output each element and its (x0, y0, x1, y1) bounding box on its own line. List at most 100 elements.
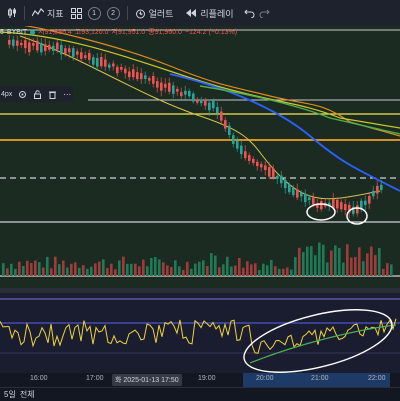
volume-bar (14, 268, 17, 276)
volume-bar (318, 242, 321, 276)
time-axis[interactable]: 16:00 17:00 19:00 20:00 21:00 22:00 화 20… (0, 373, 400, 387)
undo-button[interactable] (243, 8, 255, 18)
candle-body (316, 203, 319, 208)
candle-body (40, 42, 43, 53)
volume-bar (246, 261, 249, 276)
candle-body (132, 69, 135, 78)
volume-bar (278, 268, 281, 276)
replay-button[interactable]: 리플레이 (185, 7, 234, 20)
oscillator-pane[interactable] (0, 293, 400, 373)
volume-bar (366, 253, 369, 276)
oscillator-path (0, 318, 397, 354)
moving-averages (0, 26, 400, 200)
volume-bar (294, 257, 297, 276)
alert-label: 얼러트 (148, 8, 174, 19)
oscillator-canvas[interactable] (0, 293, 400, 373)
time-selection-highlight (243, 373, 390, 387)
indicators-label: 지표 (47, 8, 64, 19)
volume-bar (258, 269, 261, 276)
volume-bar (298, 247, 301, 276)
candle-body (108, 64, 111, 68)
market-status-dot (30, 29, 36, 35)
time-label: 22:00 (368, 375, 386, 382)
volume-bar (134, 263, 137, 276)
indicators-button[interactable]: 지표 (32, 7, 64, 20)
volume-bar (2, 263, 5, 276)
candle-body (244, 151, 247, 159)
candle-body (72, 48, 75, 57)
oscillator-trend-line (249, 324, 397, 364)
range-all-button[interactable]: 전체 (19, 390, 35, 399)
candle-body (204, 99, 207, 106)
trash-icon[interactable] (48, 90, 57, 99)
volume-bar (266, 265, 269, 276)
volume-bar (82, 265, 85, 276)
ma-yellow-line (0, 31, 400, 129)
price-chart[interactable] (0, 26, 400, 288)
candle-body (60, 45, 63, 55)
candle-body (240, 145, 243, 155)
candle-body (84, 55, 87, 58)
volume-bar (150, 257, 153, 276)
volume-bar (74, 262, 77, 276)
volume-bar (46, 256, 49, 276)
horizontal-levels (0, 29, 400, 277)
candle-body (128, 71, 131, 78)
volume-bar (286, 267, 289, 276)
ma-blue-line (169, 73, 400, 192)
highlight-ellipse (306, 203, 336, 221)
volume-bar (270, 259, 273, 276)
settings-icon[interactable] (18, 90, 27, 99)
volume-bar (94, 263, 97, 276)
candle-body (200, 99, 203, 104)
candle-body (288, 184, 291, 193)
redo-icon (259, 9, 270, 18)
line-width-label[interactable]: 4px (1, 90, 13, 98)
candle-body (136, 72, 139, 80)
candle-body (236, 140, 239, 149)
range-5d-button[interactable]: 5일 (4, 390, 16, 399)
candle-body (160, 82, 163, 91)
volume-bar (338, 247, 341, 276)
volume-bar (358, 247, 361, 276)
exchange-label[interactable]: BYBIT (6, 28, 28, 36)
candle-body (24, 40, 27, 49)
candle-body (184, 90, 187, 95)
volume-bar (10, 263, 13, 276)
candle-body (144, 75, 147, 79)
candle-body (224, 120, 227, 129)
toolbar-separator (126, 6, 128, 20)
templates-button[interactable] (70, 7, 82, 19)
candle-style-button[interactable] (7, 7, 17, 19)
rewind-icon (186, 9, 197, 17)
candle-body (80, 52, 83, 59)
candle-body (320, 201, 323, 210)
top-toolbar: 지표 1 2 얼러트 리플레이 (0, 0, 400, 27)
candle-body (336, 199, 339, 209)
badge-2[interactable]: 2 (106, 6, 120, 20)
candle-body (356, 205, 359, 214)
volume-bar (42, 267, 45, 276)
alert-button[interactable]: 얼러트 (135, 7, 174, 20)
more-icon[interactable]: ⋯ (63, 89, 72, 99)
badge-1[interactable]: 1 (87, 6, 101, 20)
candle-body (188, 91, 191, 97)
interval-label[interactable]: 5 (0, 28, 4, 36)
candle-body (48, 44, 51, 50)
lock-icon[interactable] (33, 89, 42, 99)
candle-body (312, 197, 315, 205)
volume-bar (62, 260, 65, 276)
candle-body (76, 51, 79, 55)
volume-bar (38, 262, 41, 276)
candle-body (260, 163, 263, 168)
redo-button[interactable] (259, 8, 270, 18)
toolbar-separator (24, 6, 25, 20)
volume-bar (130, 263, 133, 276)
volume-bar (154, 257, 157, 276)
candle-body (376, 185, 379, 194)
price-chart-canvas[interactable] (0, 26, 400, 288)
volume-bar (110, 263, 113, 276)
candle-body (140, 73, 143, 80)
replay-label: 리플레이 (200, 8, 234, 19)
pane-divider[interactable] (0, 288, 400, 293)
